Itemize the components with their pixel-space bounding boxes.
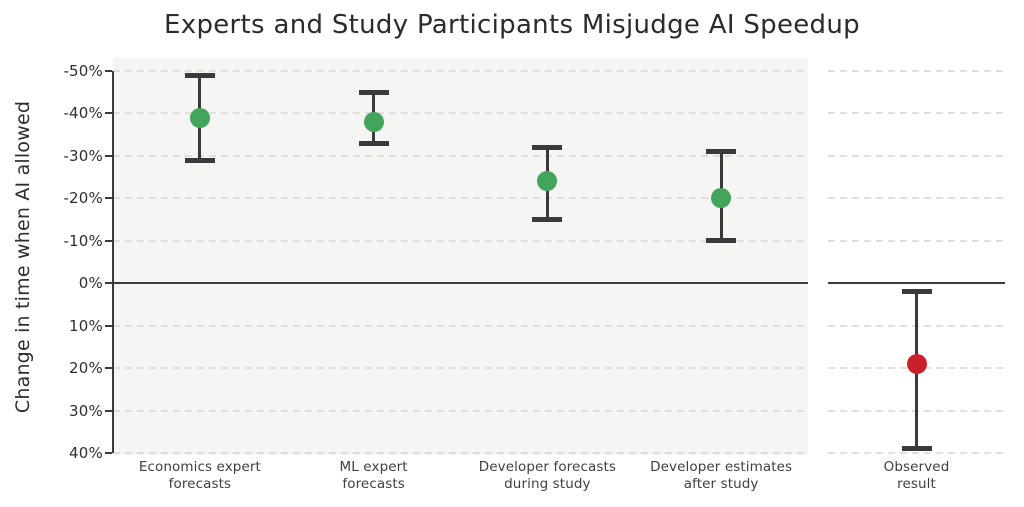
y-tick-label: -40% bbox=[63, 104, 103, 123]
errorbar-cap-top bbox=[358, 89, 389, 95]
y-tick-label: -30% bbox=[63, 146, 103, 165]
y-tick-label: 0% bbox=[78, 274, 103, 293]
y-tick-label: 20% bbox=[69, 359, 103, 378]
errorbar-cap-bottom bbox=[901, 446, 932, 452]
gridline bbox=[113, 112, 808, 115]
gridline bbox=[113, 239, 808, 242]
gridline bbox=[828, 112, 1005, 115]
gridline bbox=[113, 367, 808, 370]
y-tick-mark bbox=[105, 282, 112, 285]
y-tick-mark bbox=[105, 154, 112, 157]
y-tick-mark bbox=[105, 69, 112, 72]
y-tick-label: -10% bbox=[63, 231, 103, 250]
zero-line bbox=[113, 282, 808, 285]
gridline bbox=[113, 197, 808, 200]
zero-line bbox=[828, 282, 1005, 285]
y-tick-label: 30% bbox=[69, 401, 103, 420]
gridline bbox=[113, 324, 808, 327]
errorbar-cap-top bbox=[184, 72, 215, 78]
data-point bbox=[537, 171, 558, 192]
gridline bbox=[828, 154, 1005, 157]
gridline bbox=[828, 197, 1005, 200]
gridline bbox=[828, 69, 1005, 72]
category-label: Developer estimates after study bbox=[650, 459, 793, 493]
category-label: Developer forecasts during study bbox=[478, 459, 616, 493]
errorbar-cap-bottom bbox=[358, 140, 389, 146]
data-point bbox=[906, 353, 927, 374]
y-tick-label: -50% bbox=[63, 61, 103, 80]
y-tick-mark bbox=[105, 324, 112, 327]
y-tick-mark bbox=[105, 452, 112, 455]
y-tick-mark bbox=[105, 239, 112, 242]
y-tick-label: -20% bbox=[63, 189, 103, 208]
category-label: Observed result bbox=[883, 459, 950, 493]
gridline bbox=[113, 409, 808, 412]
data-point bbox=[189, 107, 210, 128]
errorbar-cap-bottom bbox=[706, 238, 737, 244]
data-point bbox=[363, 111, 384, 132]
gridline bbox=[113, 69, 808, 72]
category-label: Economics expert forecasts bbox=[138, 459, 261, 493]
data-point bbox=[711, 188, 732, 209]
y-tick-mark bbox=[105, 197, 112, 200]
gridline bbox=[113, 452, 808, 455]
y-axis-spine bbox=[112, 70, 114, 454]
gridline bbox=[828, 452, 1005, 455]
y-tick-mark bbox=[105, 112, 112, 115]
gridline bbox=[113, 154, 808, 157]
y-tick-label: 10% bbox=[69, 316, 103, 335]
chart-title: Experts and Study Participants Misjudge … bbox=[164, 10, 860, 40]
errorbar-cap-bottom bbox=[532, 217, 563, 223]
y-tick-mark bbox=[105, 409, 112, 412]
errorbar-cap-top bbox=[706, 149, 737, 155]
errorbar-cap-top bbox=[901, 289, 932, 295]
category-label: ML expert forecasts bbox=[339, 459, 408, 493]
errorbar-cap-top bbox=[532, 144, 563, 150]
errorbar-cap-bottom bbox=[184, 157, 215, 163]
y-tick-label: 40% bbox=[69, 444, 103, 463]
main-panel bbox=[113, 58, 808, 455]
y-tick-mark bbox=[105, 367, 112, 370]
gridline bbox=[828, 239, 1005, 242]
